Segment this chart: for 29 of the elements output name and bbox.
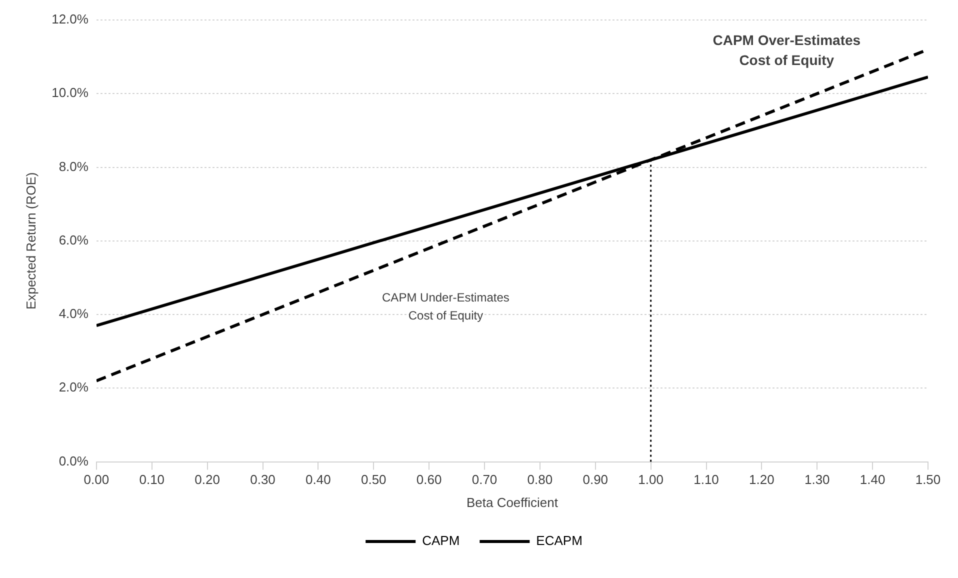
annotation: CAPM Under-Estimates Cost of Equity (382, 290, 510, 322)
x-tick-label: 0.50 (360, 472, 386, 488)
x-tick-label: 0.80 (527, 472, 553, 488)
y-tick-label: 0.0% (58, 453, 89, 468)
x-tick-label: 0.00 (84, 472, 110, 488)
x-tick-label: 1.20 (749, 472, 774, 488)
y-tick-label: 8.0% (58, 158, 89, 174)
y-tick-label: 6.0% (58, 232, 89, 248)
x-tick-label: 0.70 (472, 472, 498, 488)
x-axis-title: Beta Coefficient (466, 494, 558, 510)
x-tick-label: 1.10 (694, 472, 719, 488)
y-tick-label: 4.0% (58, 306, 89, 322)
y-tick-label: 12.0% (52, 12, 89, 27)
x-tick-label: 1.00 (638, 472, 664, 488)
legend-label: ECAPM (536, 533, 582, 548)
x-tick-label: 0.40 (306, 472, 331, 488)
x-tick-label: 1.40 (860, 472, 886, 488)
x-tick-label: 0.60 (416, 472, 442, 488)
x-tick-label: 1.30 (804, 472, 830, 488)
x-tick-label: 1.50 (915, 472, 941, 488)
x-tick-label: 0.90 (582, 472, 608, 488)
x-tick-label: 0.20 (194, 472, 220, 488)
y-tick-label: 10.0% (52, 85, 89, 100)
x-tick-label: 0.10 (139, 472, 165, 488)
annotation: CAPM Over-Estimates Cost of Equity (712, 32, 861, 68)
legend-label: CAPM (422, 533, 460, 548)
x-tick-label: 0.30 (250, 472, 276, 488)
y-tick-label: 2.0% (58, 380, 89, 395)
y-axis-title: Expected Return (ROE) (23, 172, 38, 310)
